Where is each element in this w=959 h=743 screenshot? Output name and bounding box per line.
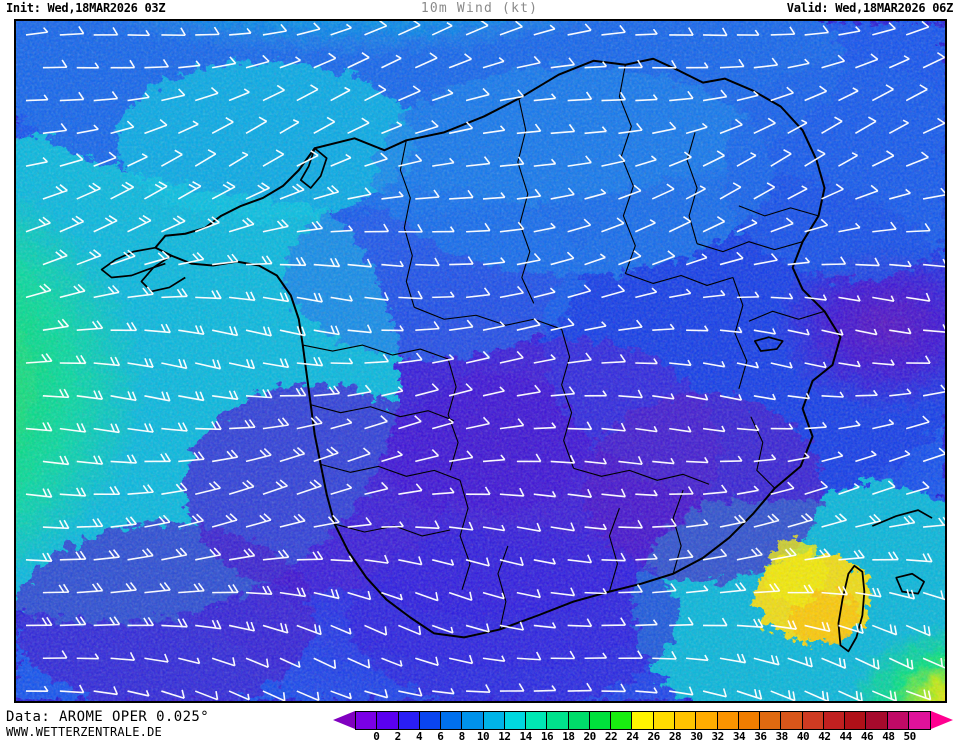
colorbar-cell — [802, 712, 824, 729]
colorbar-tick: 14 — [519, 730, 533, 743]
colorbar[interactable]: 0 2 4 6 8 10 12 14 16 18 20 22 24 26 28 30 32 34 36 38 40 42 4… — [333, 711, 953, 743]
colorbar-tick: 38 — [775, 730, 789, 743]
colorbar-tick: 48 — [882, 730, 895, 743]
colorbar-tick: 34 — [732, 730, 746, 743]
wind-speed-field — [16, 21, 945, 701]
colorbar-tick: 12 — [498, 730, 511, 743]
colorbar-cell — [462, 712, 484, 729]
coastline-and-borders — [100, 57, 933, 653]
colorbar-tick: 30 — [690, 730, 703, 743]
colorbar-tick: 44 — [839, 730, 853, 743]
colorbar-cell — [483, 712, 505, 729]
colorbar-tick: 10 — [476, 730, 490, 743]
valid-time-label: Valid: Wed,18MAR2026 06Z — [786, 1, 954, 15]
colorbar-cell — [589, 712, 612, 729]
colorbar-cells — [355, 711, 931, 730]
colorbar-tick: 40 — [796, 730, 810, 743]
colorbar-cell — [781, 712, 803, 729]
colorbar-tick: 6 — [437, 730, 444, 743]
colorbar-tick: 8 — [458, 730, 466, 743]
colorbar-cell — [398, 712, 420, 729]
colorbar-cell — [760, 712, 782, 729]
colorbar-tick: 16 — [540, 730, 554, 743]
colorbar-cell — [611, 712, 633, 729]
colorbar-cell — [738, 712, 761, 729]
website-label: WWW.WETTERZENTRALE.DE — [6, 725, 162, 739]
page-title: 10m Wind (kt) — [420, 1, 539, 16]
colorbar-tick: 28 — [668, 730, 682, 743]
colorbar-tick: 36 — [754, 730, 767, 743]
colorbar-tick: 18 — [562, 730, 575, 743]
colorbar-strip — [333, 711, 953, 730]
colorbar-tick: 4 — [415, 730, 423, 743]
colorbar-under-arrow — [333, 711, 355, 729]
map-frame[interactable]: {} — [14, 19, 947, 703]
colorbar-tick-labels: 0 2 4 6 8 10 12 14 16 18 20 22 24 26 28 30 32 34 36 38 40 42 4… — [333, 730, 953, 743]
colorbar-cell — [547, 712, 569, 729]
colorbar-tick: 0 — [373, 730, 380, 743]
colorbar-cell — [504, 712, 527, 729]
colorbar-tick: 46 — [860, 730, 874, 743]
colorbar-over-arrow — [931, 711, 953, 729]
colorbar-tick: 32 — [711, 730, 725, 743]
colorbar-tick: 22 — [604, 730, 618, 743]
colorbar-cell — [441, 712, 463, 729]
colorbar-cell — [419, 712, 442, 729]
colorbar-cell — [887, 712, 909, 729]
colorbar-tick: 24 — [626, 730, 639, 743]
data-source-label: Data: AROME OPER 0.025° — [6, 709, 210, 725]
colorbar-cell — [696, 712, 718, 729]
colorbar-cell — [632, 712, 654, 729]
colorbar-tick: 26 — [647, 730, 661, 743]
colorbar-cell — [845, 712, 867, 729]
colorbar-cell — [653, 712, 675, 729]
colorbar-cell — [908, 712, 931, 729]
colorbar-tick: 42 — [818, 730, 831, 743]
map-footer: Data: AROME OPER 0.025° WWW.WETTERZENTRA… — [6, 709, 209, 740]
colorbar-cell — [823, 712, 846, 729]
colorbar-cell — [717, 712, 739, 729]
colorbar-cell — [866, 712, 888, 729]
colorbar-cell — [356, 712, 378, 729]
init-time-label: Init: Wed,18MAR2026 03Z — [6, 1, 166, 15]
colorbar-tick: 20 — [583, 730, 597, 743]
colorbar-cell — [568, 712, 590, 729]
colorbar-tick: 50 — [903, 730, 917, 743]
colorbar-cell — [674, 712, 697, 729]
colorbar-cell — [526, 712, 548, 729]
colorbar-cell — [377, 712, 399, 729]
map-header: Init: Wed,18MAR2026 03Z 10m Wind (kt) Va… — [0, 0, 959, 18]
wind-speed-map: {} — [16, 21, 945, 701]
colorbar-tick: 2 — [394, 730, 402, 743]
